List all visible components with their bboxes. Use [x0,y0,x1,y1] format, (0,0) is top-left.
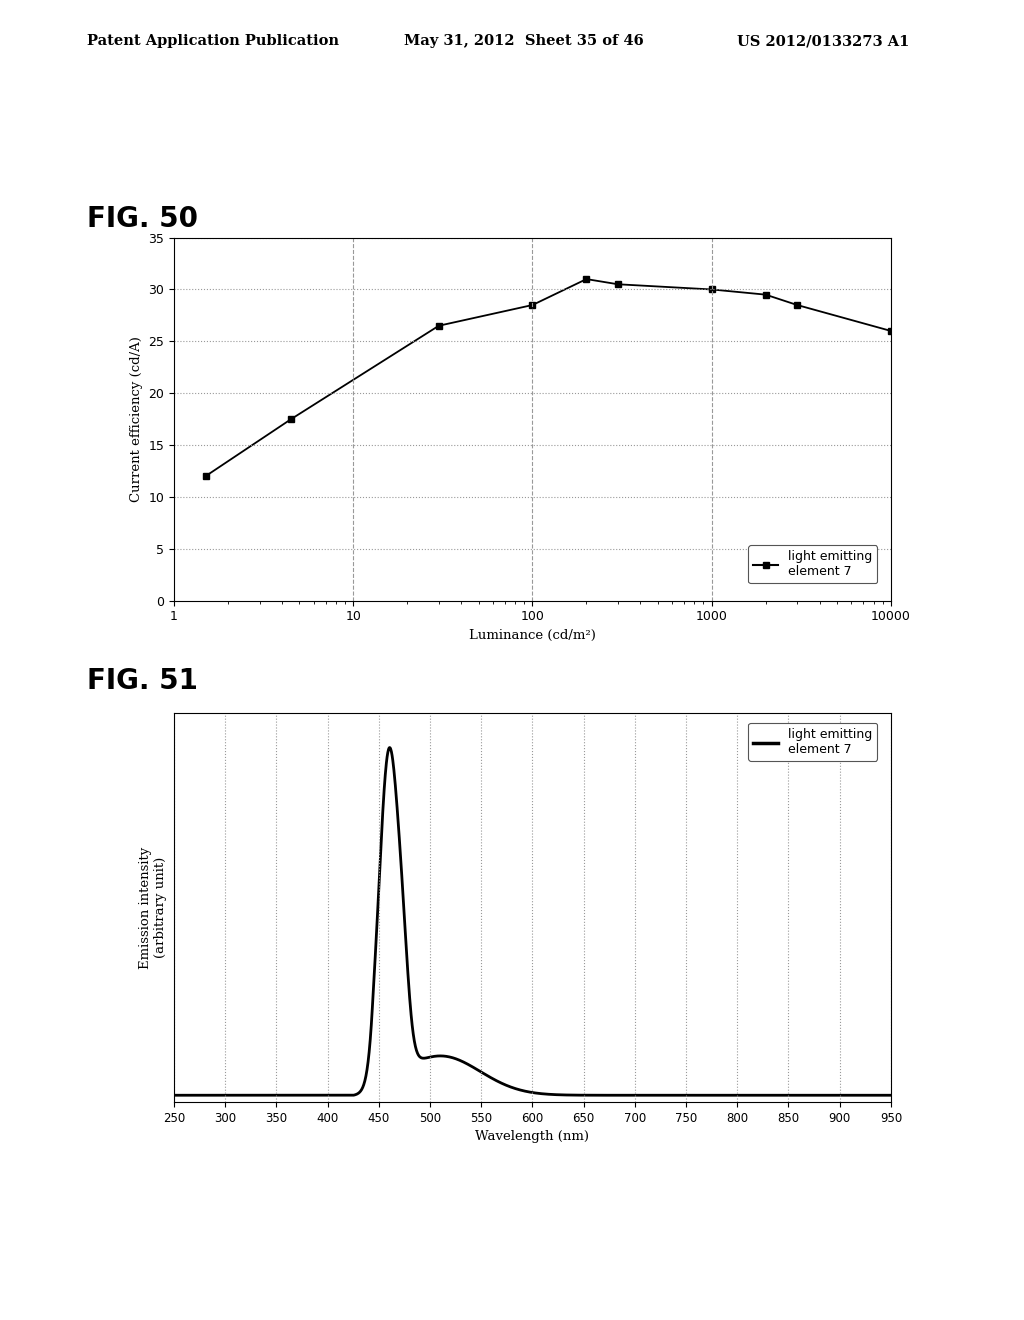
Y-axis label: Current efficiency (cd/A): Current efficiency (cd/A) [130,337,143,502]
X-axis label: Wavelength (nm): Wavelength (nm) [475,1130,590,1143]
Text: FIG. 50: FIG. 50 [87,205,198,232]
Y-axis label: Emission intensity
(arbitrary unit): Emission intensity (arbitrary unit) [139,846,167,969]
X-axis label: Luminance (cd/m²): Luminance (cd/m²) [469,628,596,642]
Text: FIG. 51: FIG. 51 [87,667,198,694]
Legend: light emitting
element 7: light emitting element 7 [749,545,878,583]
Text: May 31, 2012  Sheet 35 of 46: May 31, 2012 Sheet 35 of 46 [404,34,644,49]
Text: US 2012/0133273 A1: US 2012/0133273 A1 [737,34,909,49]
Legend: light emitting
element 7: light emitting element 7 [749,723,878,760]
Text: Patent Application Publication: Patent Application Publication [87,34,339,49]
